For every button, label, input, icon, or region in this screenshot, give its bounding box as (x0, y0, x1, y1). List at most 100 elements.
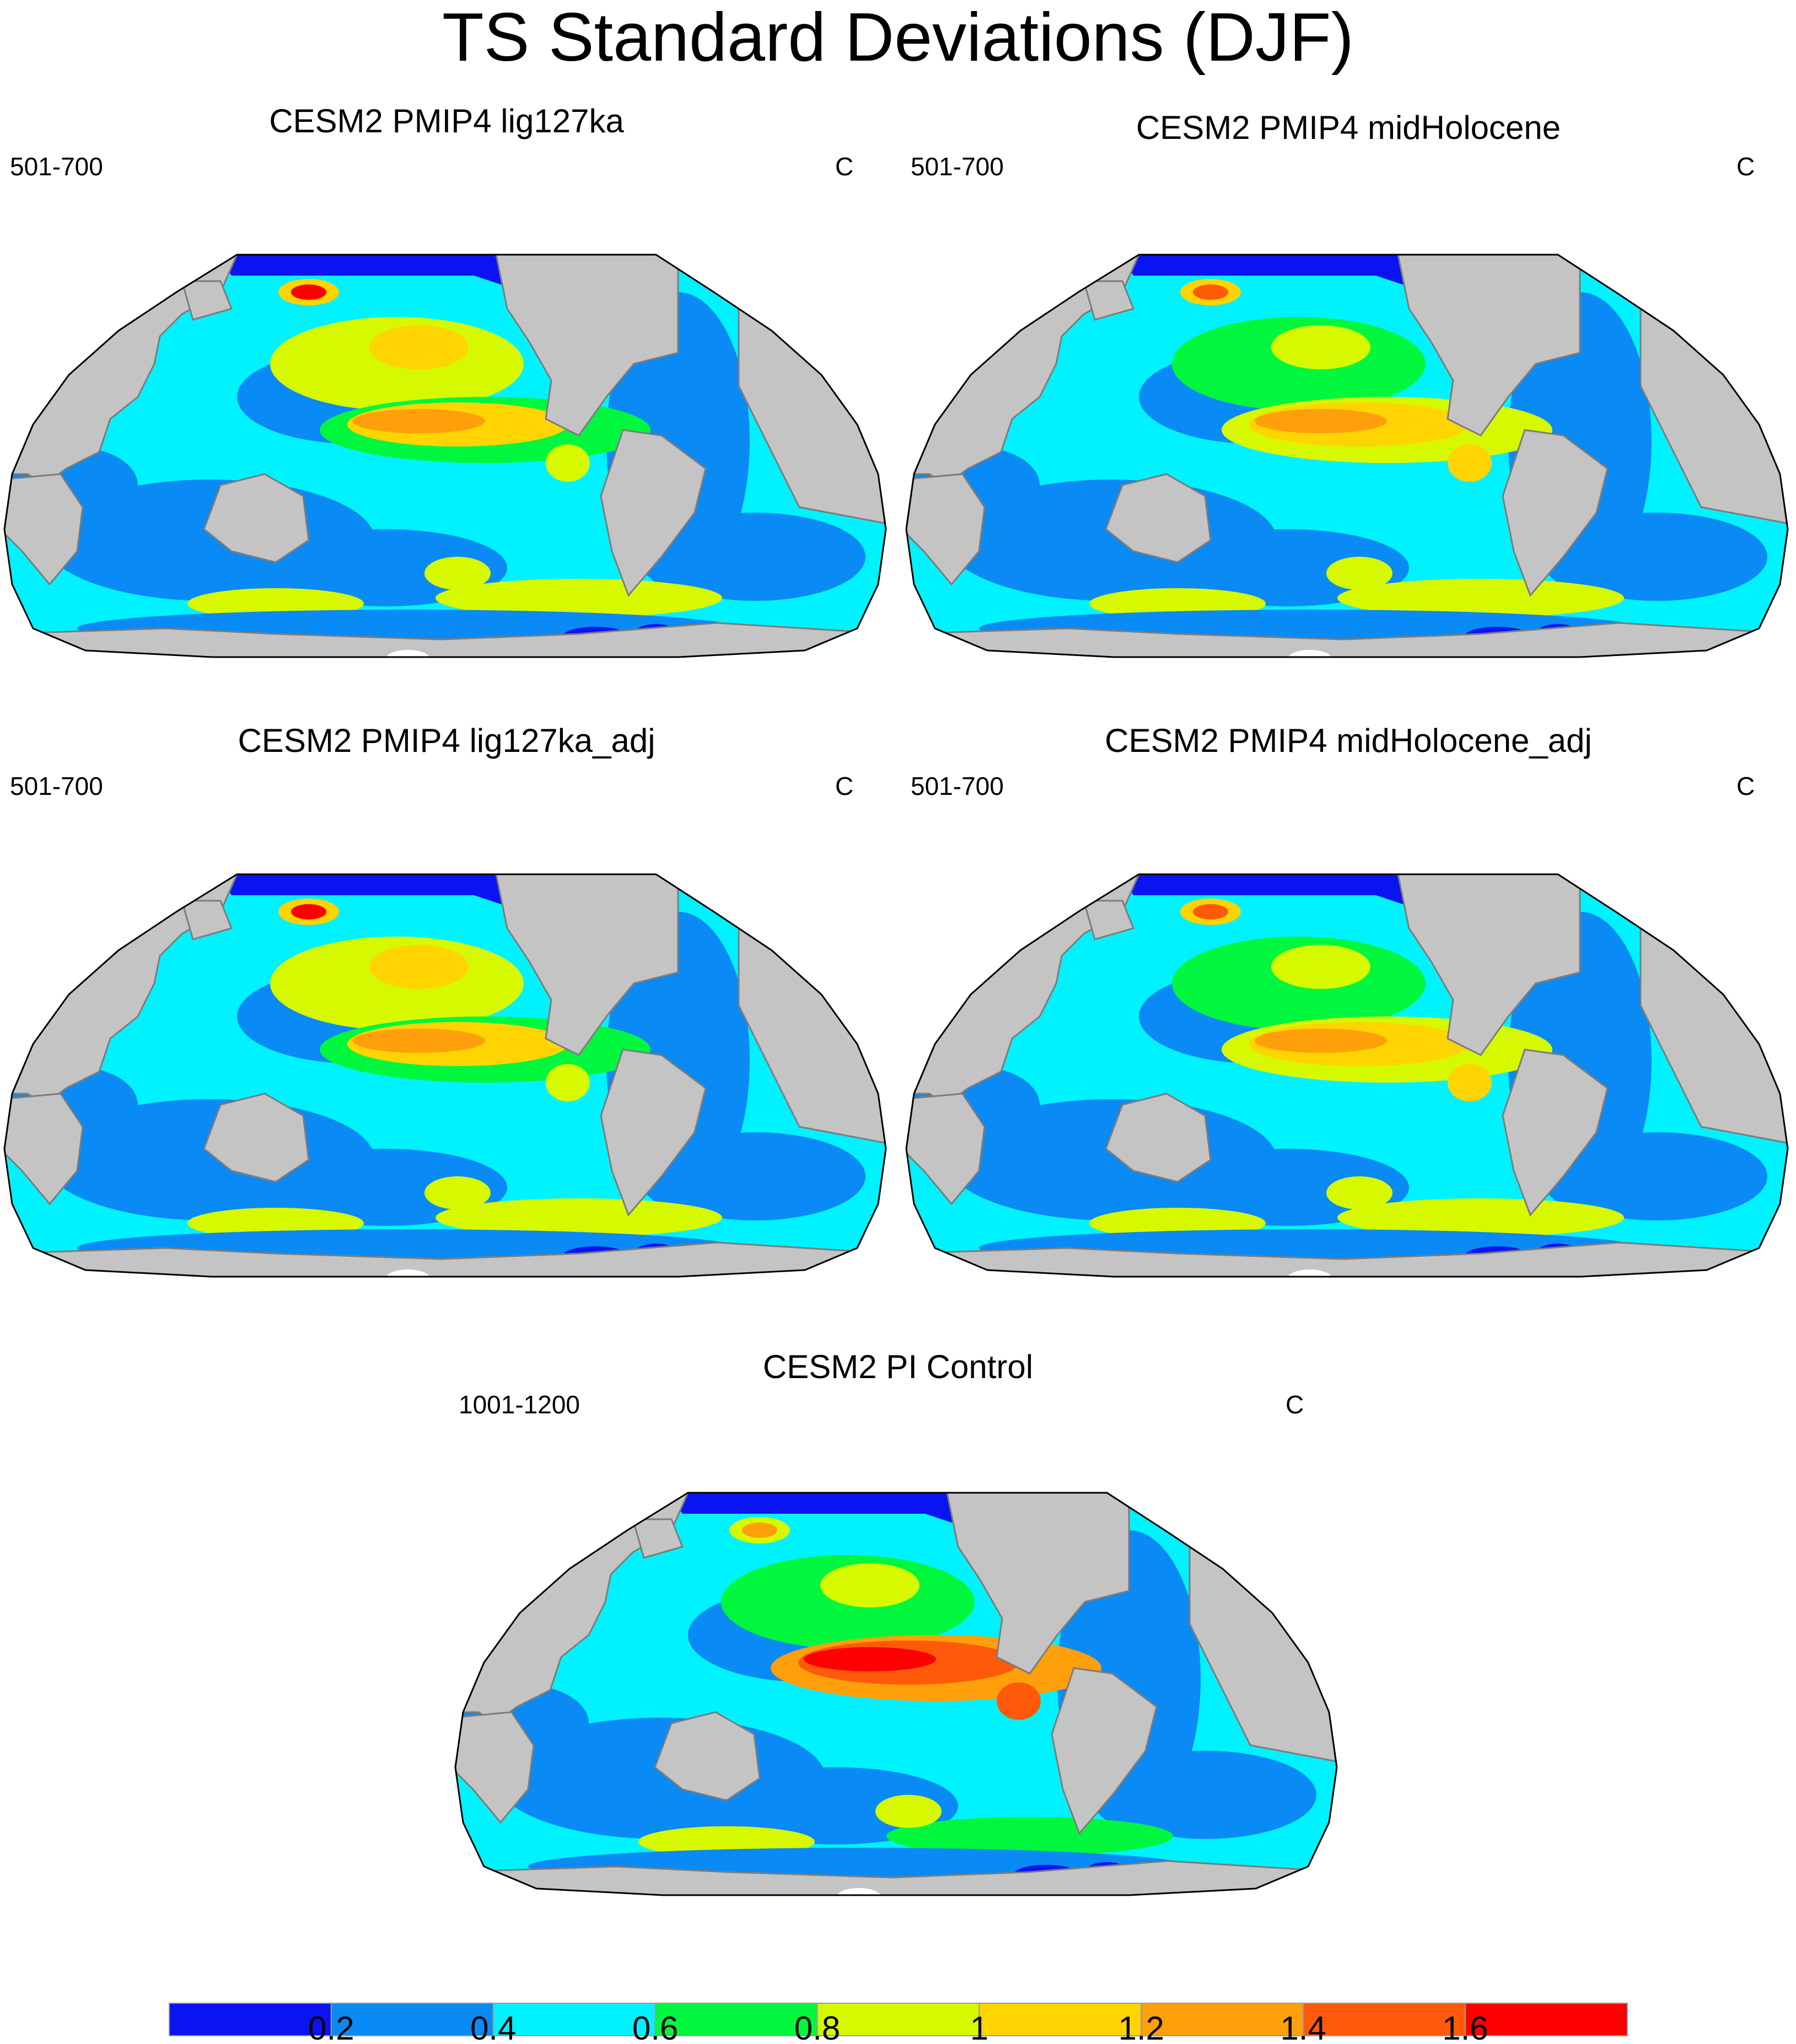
peru-upwelling (546, 444, 590, 482)
enso-core (804, 1647, 936, 1671)
panel-years: 1001-1200 (459, 1390, 580, 1419)
enso-core (1255, 409, 1387, 433)
main-title: TS Standard Deviations (DJF) (442, 0, 1354, 76)
map (454, 1492, 1338, 1896)
antarctica-land (455, 1860, 1337, 1895)
southern-ocean-band (1337, 1198, 1624, 1237)
southern-ocean-band (435, 1198, 722, 1237)
peru-upwelling (1448, 444, 1492, 482)
antarctica-land (4, 622, 886, 657)
south-atlantic-band (1547, 1132, 1767, 1220)
peru-upwelling (997, 1682, 1041, 1720)
south-pacific-core (1326, 557, 1392, 590)
panel-title: CESM2 PMIP4 lig127ka_adj (238, 722, 655, 759)
south-america-land (1051, 1667, 1158, 1835)
ice-shelf (386, 650, 430, 657)
kuroshio-core (1193, 284, 1228, 300)
south-america-land (1502, 429, 1609, 597)
australia-land (1105, 473, 1212, 563)
kuroshio-core (742, 1523, 777, 1538)
south-atlantic-band (1096, 1751, 1316, 1839)
north-america-land (495, 874, 679, 1056)
kuroshio-core (291, 904, 326, 919)
colorbar-tick-label: 1 (970, 2010, 988, 2044)
enso-core (353, 409, 485, 433)
panel-title: CESM2 PMIP4 midHolocene (1136, 109, 1561, 146)
africa-land (906, 1093, 986, 1206)
panel-years: 501-700 (911, 152, 1004, 181)
colorbar-tick-label: 0.4 (470, 2010, 516, 2044)
north-pacific-core (1271, 945, 1370, 989)
panel-years: 501-700 (10, 772, 103, 800)
kamchatka-land (181, 900, 233, 940)
colorbar-segment (816, 2003, 980, 2036)
colorbar-segment (492, 2003, 656, 2036)
kamchatka-land (1083, 900, 1135, 940)
map (3, 254, 887, 658)
southern-ocean-band (1337, 579, 1624, 617)
antarctica-land (4, 1241, 886, 1277)
panel-units: C (1736, 772, 1755, 800)
ice-shelf (1288, 1270, 1332, 1277)
colorbar: 0.2 0.4 0.6 0.8 1 1.2 1.4 1.6 (169, 2003, 1628, 2044)
south-atlantic-band (1547, 513, 1767, 601)
peru-upwelling (546, 1064, 590, 1101)
southern-ocean-band (435, 579, 722, 617)
south-atlantic-band (645, 1132, 865, 1220)
africa-land (906, 473, 986, 586)
south-america-land (600, 429, 707, 597)
colorbar-segment (654, 2003, 818, 2036)
panel-units: C (835, 152, 853, 181)
australia-land (203, 1093, 310, 1183)
panel-3: CESM2 PMIP4 lig127ka_adj 501-700 C (3, 722, 887, 1278)
colorbar-segment (169, 2003, 332, 2036)
south-pacific-core (424, 1176, 491, 1209)
panel-units: C (1736, 152, 1755, 181)
map-border (3, 873, 887, 1278)
kamchatka-land (632, 1518, 684, 1559)
south-america-land (1502, 1048, 1609, 1217)
panel-units: C (835, 772, 853, 800)
panel-4: CESM2 PMIP4 midHolocene_adj 501-700 C (905, 722, 1789, 1278)
colorbar-tick-label: 0.6 (632, 2010, 678, 2044)
panel-years: 501-700 (10, 152, 103, 181)
colorbar-tick-label: 1.2 (1119, 2010, 1164, 2044)
ice-shelf (837, 1888, 881, 1895)
panel-5: CESM2 PI Control 1001-1200 C (454, 1348, 1338, 1896)
north-america-land (1397, 874, 1581, 1056)
enso-core (1255, 1029, 1387, 1053)
south-pacific-core (875, 1795, 942, 1828)
north-pacific-core (820, 1563, 919, 1607)
north-pacific-core (369, 945, 469, 989)
ice-shelf (1288, 650, 1332, 657)
colorbar-segment (330, 2003, 494, 2036)
panel-title: CESM2 PMIP4 lig127ka (269, 103, 624, 139)
enso-core (353, 1029, 485, 1053)
kamchatka-land (1083, 280, 1135, 321)
panel-units: C (1286, 1390, 1304, 1419)
panel-title: CESM2 PI Control (763, 1348, 1033, 1385)
south-pacific-core (424, 557, 491, 590)
south-pacific-core (1326, 1176, 1392, 1209)
kuroshio-core (291, 284, 326, 300)
africa-land (455, 1711, 535, 1824)
panel-2: CESM2 PMIP4 midHolocene 501-700 C (905, 109, 1789, 658)
colorbar-tick-label: 1.6 (1442, 2010, 1488, 2044)
north-america-land (946, 1493, 1130, 1675)
map (3, 873, 887, 1278)
africa-land (4, 473, 84, 586)
south-america-land (600, 1048, 707, 1217)
map (905, 873, 1789, 1278)
south-atlantic-band (645, 513, 865, 601)
map-border (905, 873, 1789, 1278)
kamchatka-land (181, 280, 233, 321)
colorbar-segment (1465, 2003, 1628, 2036)
north-pacific-core (1271, 325, 1370, 369)
colorbar-segment (978, 2003, 1142, 2036)
panel-title: CESM2 PMIP4 midHolocene_adj (1105, 722, 1592, 759)
panel-years: 501-700 (911, 772, 1004, 800)
map (905, 254, 1789, 658)
kuroshio-core (1193, 904, 1228, 919)
australia-land (654, 1711, 761, 1801)
